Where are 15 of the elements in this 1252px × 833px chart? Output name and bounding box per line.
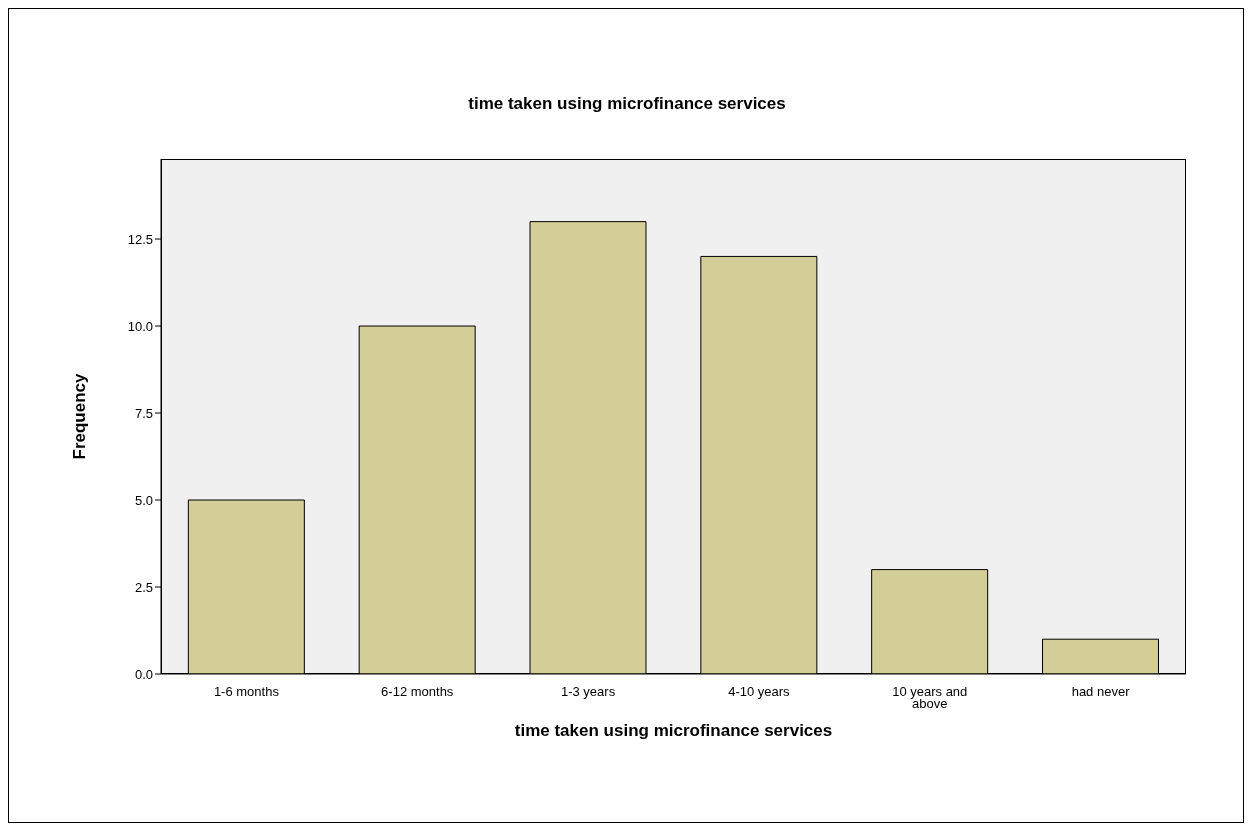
chart-title: time taken using microfinance services (467, 94, 787, 114)
x-tick-label: 4-10 years (728, 684, 791, 699)
x-tick-label: 6-12 months (381, 684, 454, 699)
x-tick-label: 10 years and above (892, 684, 968, 711)
y-tick-label: 0.0 (134, 666, 153, 682)
x-tick-label: 1-6 months (213, 684, 280, 699)
x-axis-title: time taken using microfinance services (514, 721, 833, 740)
y-tick-label: 12.5 (127, 231, 153, 247)
y-tick-label: 5.0 (134, 492, 153, 508)
x-tick-label: had never (1071, 684, 1131, 699)
y-tick-label: 2.5 (134, 579, 153, 595)
y-axis-title: Frequency (70, 372, 90, 460)
x-tick-label: 1-3 years (560, 684, 616, 699)
y-tick-label: 7.5 (134, 405, 153, 421)
y-tick-label: 10.0 (127, 318, 153, 334)
